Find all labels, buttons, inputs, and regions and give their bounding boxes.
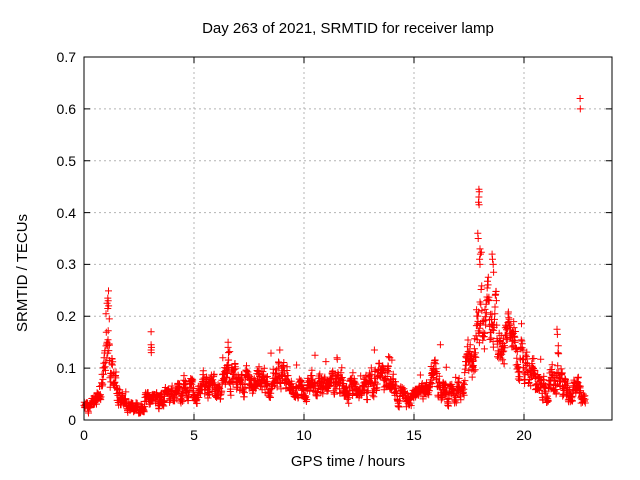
- y-tick-label: 0.2: [56, 308, 76, 325]
- x-tick-label: 15: [406, 427, 422, 443]
- x-tick-label: 10: [296, 427, 312, 443]
- y-tick-label: 0.3: [56, 256, 76, 273]
- y-tick-label: 0.1: [56, 360, 76, 377]
- plot-border: [83, 56, 613, 421]
- chart-title: Day 263 of 2021, SRMTID for receiver lam…: [202, 20, 494, 37]
- y-tick-label: 0.5: [56, 152, 76, 169]
- x-tick-label: 20: [516, 427, 532, 443]
- x-axis-label: GPS time / hours: [290, 453, 406, 470]
- x-tick-label: 5: [190, 427, 198, 443]
- y-tick-label: 0: [68, 412, 76, 428]
- y-tick-label: 0.6: [56, 100, 76, 117]
- y-tick-label: 0.4: [56, 204, 76, 221]
- tick-marks: [83, 56, 612, 421]
- x-tick-label: 0: [80, 427, 88, 443]
- y-tick-label: 0.7: [56, 49, 76, 65]
